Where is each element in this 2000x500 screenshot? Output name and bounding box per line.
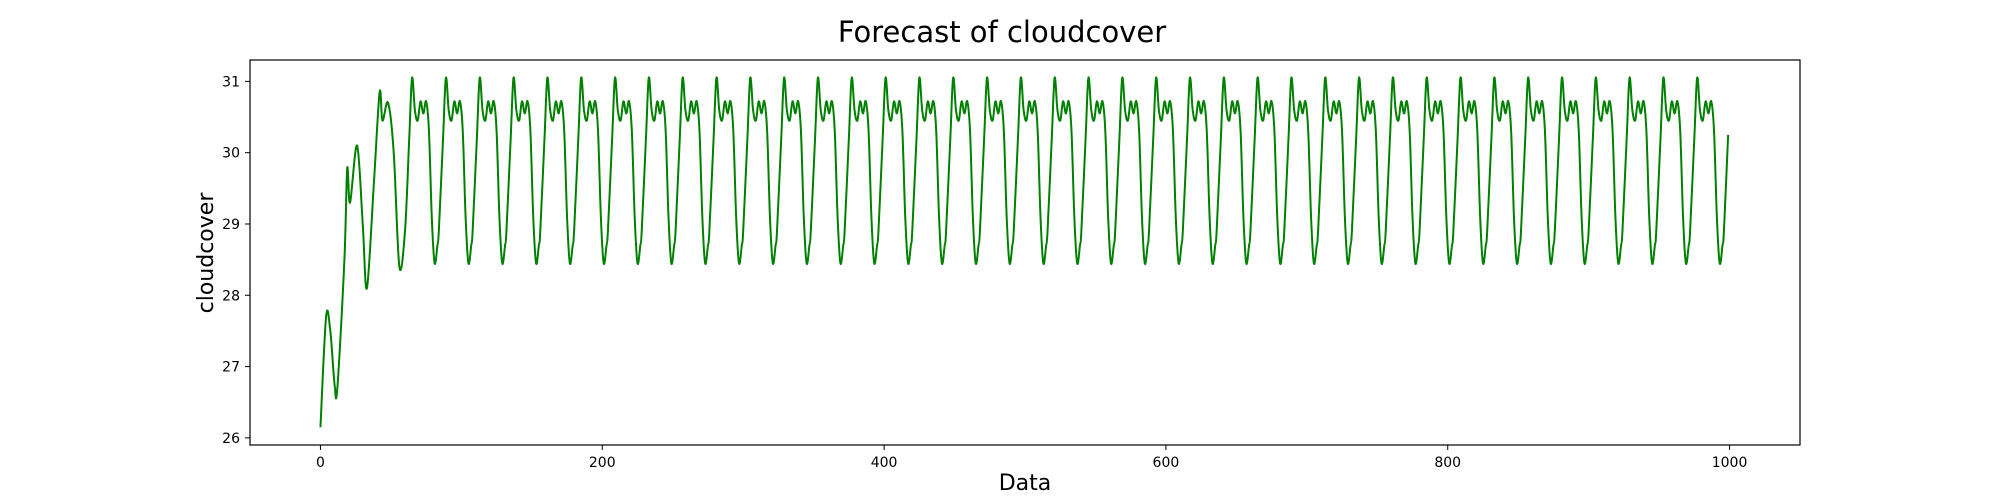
x-tick-label: 1000 <box>1712 455 1748 471</box>
x-tick-label: 600 <box>1153 455 1180 471</box>
plot-frame <box>249 59 1801 446</box>
y-tick-label: 31 <box>222 74 240 90</box>
chart-title: Forecast of cloudcover <box>838 15 1166 49</box>
x-tick-label: 0 <box>316 455 325 471</box>
y-tick-label: 26 <box>222 431 240 447</box>
y-tick-label: 29 <box>222 217 240 233</box>
y-axis-ticks: 26 27 28 29 30 31 <box>222 74 250 447</box>
y-axis-label: cloudcover <box>194 192 219 314</box>
y-tick-label: 30 <box>222 146 240 162</box>
x-axis-label: Data <box>999 471 1052 496</box>
y-tick-label: 27 <box>222 360 240 376</box>
x-axis-ticks: 0 200 400 600 800 1000 <box>316 445 1747 471</box>
x-tick-label: 400 <box>871 455 898 471</box>
x-tick-label: 200 <box>589 455 616 471</box>
series-line <box>319 76 1730 428</box>
y-tick-label: 28 <box>222 288 240 304</box>
x-tick-label: 800 <box>1434 455 1461 471</box>
